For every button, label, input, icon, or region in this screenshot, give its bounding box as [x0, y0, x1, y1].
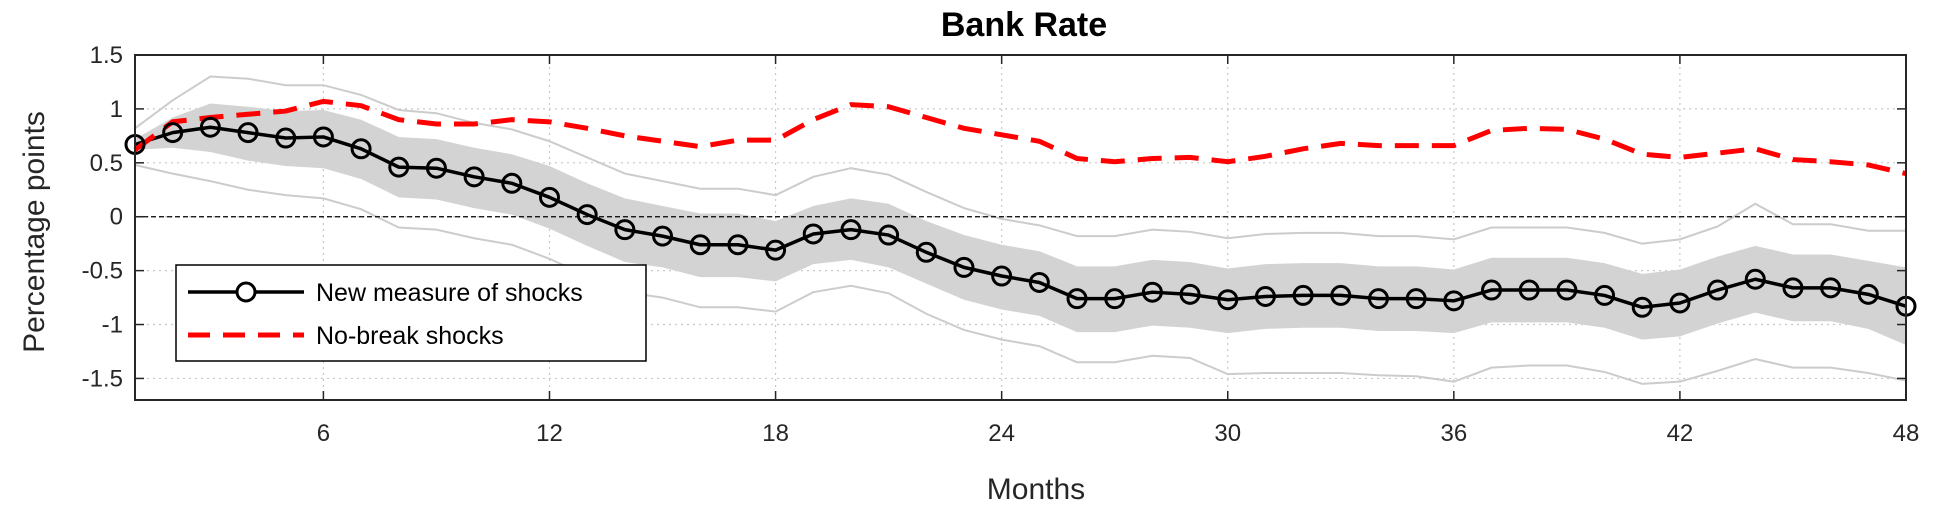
series-new-measure-point: [463, 166, 485, 188]
series-new-measure-point: [388, 156, 410, 178]
y-axis-label: Percentage points: [18, 111, 51, 353]
series-new-measure-point: [1405, 288, 1427, 310]
chart-title: Bank Rate: [941, 6, 1107, 44]
series-new-measure-point: [350, 138, 372, 160]
series-new-measure-point: [1292, 284, 1314, 306]
series-new-measure-point: [878, 224, 900, 246]
y-tick-label: 0: [110, 204, 123, 231]
series-new-measure-point: [1254, 286, 1276, 307]
series-new-measure-point: [614, 219, 636, 241]
series-markers: [124, 116, 1917, 318]
series-new-measure-point: [689, 234, 711, 256]
series-new-measure-point: [1857, 283, 1879, 305]
plot-border: [134, 54, 1907, 401]
series-new-measure-point: [802, 223, 824, 245]
series-new-measure-point: [1330, 284, 1352, 306]
series-new-measure-line: [134, 125, 1907, 310]
plot-frame: [134, 54, 1907, 401]
series-new-measure-point: [538, 186, 560, 208]
series-new-measure-point: [1669, 292, 1691, 314]
x-tick-label: 36: [1440, 420, 1467, 447]
x-tick-label: 18: [762, 420, 789, 447]
series-new-measure-point: [1179, 283, 1201, 305]
series-new-measure-point: [991, 265, 1013, 287]
inner-confidence-band: [135, 103, 1906, 346]
series-new-measure-point: [1744, 268, 1766, 290]
series-new-measure-point: [199, 116, 221, 138]
series-new-measure-point: [1556, 279, 1578, 301]
series-no-break-line: [133, 98, 1907, 177]
confidence-bands: [134, 75, 1907, 385]
series-new-measure-point: [1518, 279, 1540, 301]
outer-band-lower-line: [134, 163, 1907, 385]
series-new-measure-point: [1104, 288, 1126, 310]
series-new-measure-point: [1367, 288, 1389, 310]
series-new-measure-point: [840, 219, 862, 241]
legend-box: [175, 264, 647, 362]
series-new-measure-point: [501, 172, 523, 194]
x-tick-label: 6: [317, 420, 330, 447]
series-new-measure-point: [1481, 279, 1503, 301]
y-tick-label: -1.5: [82, 365, 123, 392]
series-new-measure-point: [1820, 277, 1842, 299]
series-new-measure-point: [1217, 289, 1239, 311]
series-new-measure-point: [652, 225, 674, 247]
series-new-measure-point: [275, 127, 297, 149]
x-axis-label: Months: [987, 473, 1085, 506]
series-new-measure-point: [1631, 296, 1653, 318]
y-tick-label: -0.5: [82, 258, 123, 285]
series-new-measure-point: [237, 122, 259, 144]
series-new-measure-point: [915, 241, 937, 263]
series-new-measure-point: [312, 126, 334, 148]
series-lines: [133, 98, 1907, 310]
legend-new-measure-label: New measure of shocks: [316, 279, 583, 307]
x-tick-label: 42: [1667, 420, 1694, 447]
series-new-measure-point: [1443, 290, 1465, 312]
legend: New measure of shocks No-break shocks: [175, 264, 647, 362]
series-new-measure-point: [1782, 277, 1804, 299]
series-new-measure-point: [727, 234, 749, 256]
outer-band-upper-line: [134, 75, 1906, 245]
series-new-measure-point: [576, 204, 598, 226]
y-tick-label: 1.5: [90, 42, 123, 69]
y-tick-label: 0.5: [90, 150, 123, 177]
series-new-measure-point: [425, 157, 447, 179]
x-tick-label: 48: [1893, 420, 1920, 447]
legend-no-break-label: No-break shocks: [316, 322, 504, 350]
x-tick-label: 12: [536, 420, 563, 447]
series-new-measure-point: [1707, 279, 1729, 301]
y-tick-label: 1: [110, 96, 123, 123]
y-axis-ticks: 1.5 1 0.5 0 -0.5 -1 -1.5: [82, 42, 1906, 392]
series-new-measure-point: [1594, 284, 1616, 306]
series-new-measure-point: [1141, 281, 1163, 303]
series-new-measure-point: [953, 256, 975, 278]
series-new-measure-point: [765, 239, 787, 261]
legend-new-measure-marker: [235, 281, 257, 303]
y-tick-label: -1: [102, 312, 123, 339]
x-axis-ticks: 6 12 18 24 30 36 42 48: [317, 55, 1920, 447]
x-tick-label: 24: [988, 420, 1015, 447]
x-tick-label: 30: [1214, 420, 1241, 447]
series-new-measure-point: [1066, 288, 1088, 310]
series-new-measure-point: [162, 122, 184, 144]
series-new-measure-point: [1028, 271, 1050, 293]
